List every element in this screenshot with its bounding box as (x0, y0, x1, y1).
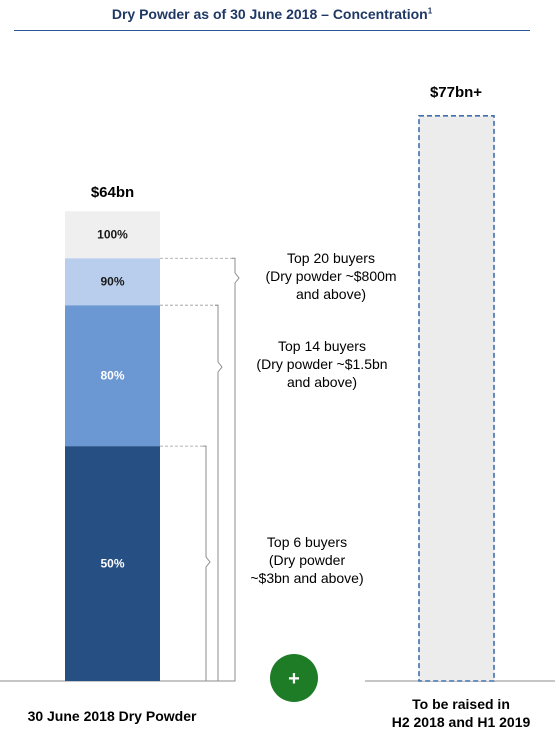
segment-label: 100% (97, 228, 128, 242)
title-divider (14, 30, 530, 31)
bar-segment-80pct (65, 305, 160, 447)
category-label: 30 June 2018 Dry Powder (28, 708, 197, 724)
plus-circle (270, 654, 318, 702)
annotation-line: and above) (287, 374, 357, 390)
annotation-line: (Dry powder ~$1.5bn (256, 356, 387, 372)
bar-segment-50pct (65, 446, 160, 681)
annotation-line: Top 6 buyers (267, 534, 347, 550)
bracket-3 (203, 445, 211, 682)
segment-label: 50% (100, 557, 124, 571)
annotation-line: Top 20 buyers (287, 250, 375, 266)
bar-total-label: $64bn (91, 184, 134, 201)
title-footnote: 1 (427, 6, 433, 16)
category-label: To be raised in (412, 696, 510, 712)
annotation-line: and above) (296, 286, 366, 302)
annotation-line: (Dry powder ~$800m (265, 268, 396, 284)
annotation-line: (Dry powder (269, 552, 346, 568)
projected-bar (418, 115, 495, 682)
annotation-line: Top 14 buyers (278, 338, 366, 354)
bracket-2 (215, 304, 223, 682)
category-label: H2 2018 and H1 2019 (392, 714, 531, 730)
chart-title-text: Dry Powder as of 30 June 2018 – Concentr… (111, 6, 428, 22)
chart-title: Dry Powder as of 30 June 2018 – Concentr… (14, 6, 530, 22)
annotation-line: ~$3bn and above) (250, 570, 363, 586)
plus-icon: + (288, 668, 300, 690)
bar-segment-100pct (65, 211, 160, 259)
projected-total-label: $77bn+ (430, 84, 482, 101)
bar-segment-90pct (65, 258, 160, 306)
bracket-1 (232, 257, 240, 682)
segment-label: 90% (100, 275, 124, 289)
segment-label: 80% (100, 369, 124, 383)
